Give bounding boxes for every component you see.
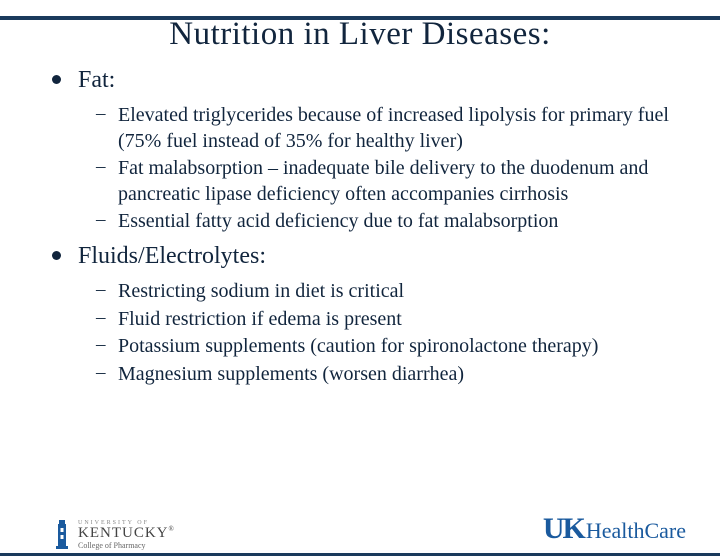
uk-tower-icon — [52, 520, 72, 550]
brand-left-text: UNIVERSITY OF KENTUCKY® College of Pharm… — [78, 520, 175, 550]
sub-bullet-item: Restricting sodium in diet is critical — [96, 279, 678, 305]
brand-healthcare: HealthCare — [586, 518, 686, 544]
bullet-item: Fat: Elevated triglycerides because of i… — [52, 65, 678, 235]
sub-bullet-item: Magnesium supplements (worsen diarrhea) — [96, 362, 678, 388]
registered-mark: ® — [169, 525, 175, 533]
brand-kentucky-text: KENTUCKY — [78, 525, 169, 541]
sub-bullet-list: Elevated triglycerides because of increa… — [96, 103, 678, 235]
sub-bullet-item: Fluid restriction if edema is present — [96, 307, 678, 333]
sub-bullet-list: Restricting sodium in diet is critical F… — [96, 279, 678, 387]
brand-left-logo: UNIVERSITY OF KENTUCKY® College of Pharm… — [52, 520, 175, 550]
top-accent-stripe — [0, 16, 720, 20]
sub-bullet-text: Fat malabsorption – inadequate bile deli… — [118, 156, 678, 207]
sub-bullet-text: Elevated triglycerides because of increa… — [118, 103, 678, 154]
brand-uk: UK — [543, 512, 584, 546]
bullet-label: Fat: — [78, 65, 678, 95]
sub-bullet-text: Magnesium supplements (worsen diarrhea) — [118, 362, 678, 388]
sub-bullet-text: Restricting sodium in diet is critical — [118, 279, 678, 305]
slide-title: Nutrition in Liver Diseases: — [0, 16, 720, 53]
bullet-list: Fat: Elevated triglycerides because of i… — [52, 65, 678, 387]
sub-bullet-text: Fluid restriction if edema is present — [118, 307, 678, 333]
bullet-label: Fluids/Electrolytes: — [78, 241, 678, 271]
brand-line3: College of Pharmacy — [78, 542, 175, 550]
sub-bullet-text: Potassium supplements (caution for spiro… — [118, 334, 678, 360]
sub-bullet-item: Elevated triglycerides because of increa… — [96, 103, 678, 154]
slide-footer: UNIVERSITY OF KENTUCKY® College of Pharm… — [0, 506, 720, 556]
slide-content: Fat: Elevated triglycerides because of i… — [0, 65, 720, 387]
sub-bullet-text: Essential fatty acid deficiency due to f… — [118, 209, 678, 235]
brand-right-logo: UKHealthCare — [543, 512, 686, 546]
brand-line2: KENTUCKY® — [78, 526, 175, 541]
sub-bullet-item: Potassium supplements (caution for spiro… — [96, 334, 678, 360]
bullet-item: Fluids/Electrolytes: Restricting sodium … — [52, 241, 678, 387]
sub-bullet-item: Fat malabsorption – inadequate bile deli… — [96, 156, 678, 207]
sub-bullet-item: Essential fatty acid deficiency due to f… — [96, 209, 678, 235]
